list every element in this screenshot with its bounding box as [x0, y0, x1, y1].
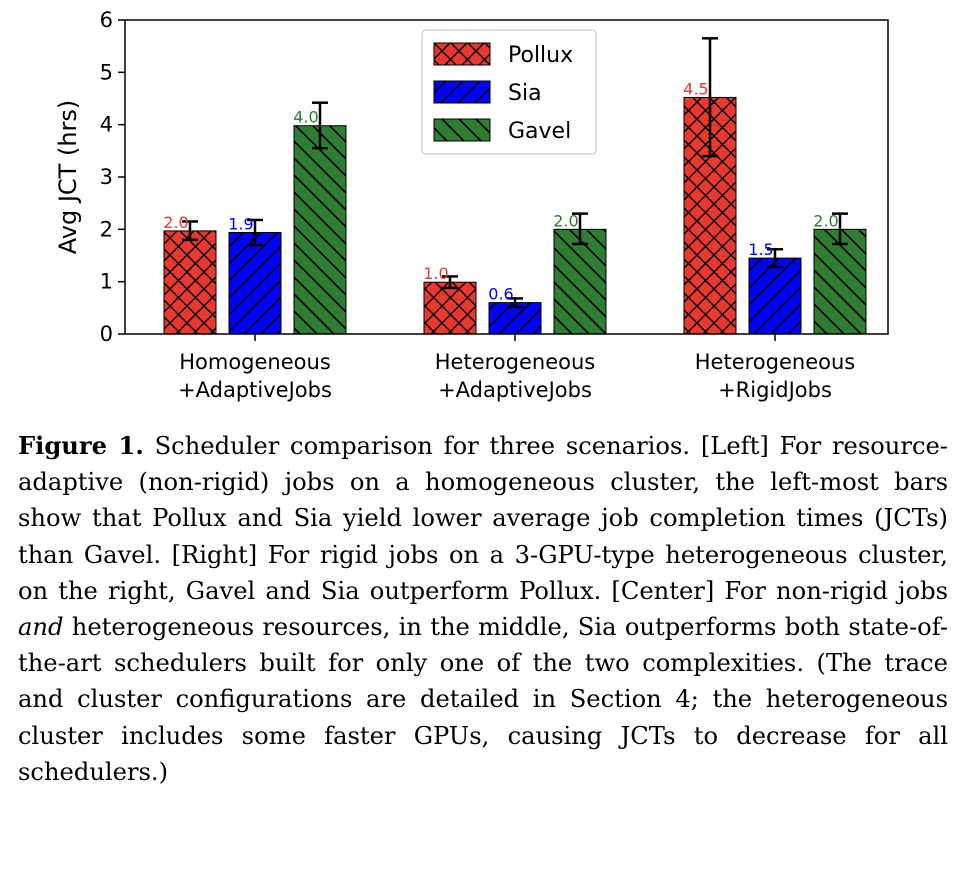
ytick-label-0: 0 — [100, 322, 113, 346]
category-label-line: +AdaptiveJobs — [178, 378, 332, 402]
category-label-2: Heterogeneous +RigidJobs — [695, 350, 855, 402]
value-label-pollux-0: 2.0 — [163, 213, 188, 232]
category-label-1: Heterogeneous +AdaptiveJobs — [435, 350, 595, 402]
legend-label-sia: Sia — [508, 81, 542, 106]
category-label-line: +AdaptiveJobs — [438, 378, 592, 402]
bar-hatch-pollux-0 — [163, 230, 217, 335]
bar-hatch-pollux-1 — [423, 281, 477, 335]
ytick-label-3: 3 — [100, 165, 113, 189]
category-label-line: Homogeneous — [179, 350, 331, 374]
category-label-line: Heterogeneous — [695, 350, 855, 374]
bar-hatch-sia-0 — [228, 231, 282, 335]
legend-swatch-hatch-pollux — [433, 42, 491, 66]
ytick-label-6: 6 — [100, 8, 113, 32]
y-axis-label: Avg JCT (hrs) — [54, 100, 82, 255]
category-label-line: Heterogeneous — [435, 350, 595, 374]
bar-hatch-sia-2 — [748, 257, 802, 335]
value-label-pollux-2: 4.5 — [683, 79, 708, 98]
legend-label-pollux: Pollux — [508, 43, 573, 68]
value-label-gavel-1: 2.0 — [553, 211, 578, 230]
legend-swatch-hatch-sia — [433, 80, 491, 104]
caption-figure-label: Figure 1. — [18, 431, 144, 460]
category-label-0: Homogeneous +AdaptiveJobs — [178, 350, 332, 402]
value-label-sia-2: 1.5 — [748, 240, 773, 259]
caption-emphasis: and — [18, 613, 64, 642]
category-label-line: +RigidJobs — [718, 378, 832, 402]
figure-chart: 0 1 2 3 4 5 6 Homogeneous +AdaptiveJobs Heterogen… — [0, 0, 964, 415]
legend-label-gavel: Gavel — [508, 119, 571, 144]
bar-hatch-gavel-0 — [293, 125, 347, 335]
value-label-pollux-1: 1.0 — [423, 264, 448, 283]
value-label-gavel-2: 2.0 — [813, 211, 838, 230]
caption-text-part2: heterogeneous resources, in the middle, … — [18, 613, 948, 786]
value-label-sia-1: 0.6 — [488, 285, 513, 304]
bar-hatch-gavel-1 — [553, 228, 607, 335]
ytick-label-4: 4 — [100, 113, 113, 137]
value-label-sia-0: 1.9 — [228, 214, 253, 233]
figure-caption: Figure 1. Scheduler comparison for three… — [18, 428, 948, 790]
ytick-label-2: 2 — [100, 217, 113, 241]
caption-text-part1: Scheduler comparison for three scenarios… — [18, 432, 948, 605]
ytick-label-1: 1 — [100, 270, 113, 294]
legend-swatch-hatch-gavel — [433, 118, 491, 142]
value-label-gavel-0: 4.0 — [293, 108, 318, 127]
ytick-label-5: 5 — [100, 60, 113, 84]
